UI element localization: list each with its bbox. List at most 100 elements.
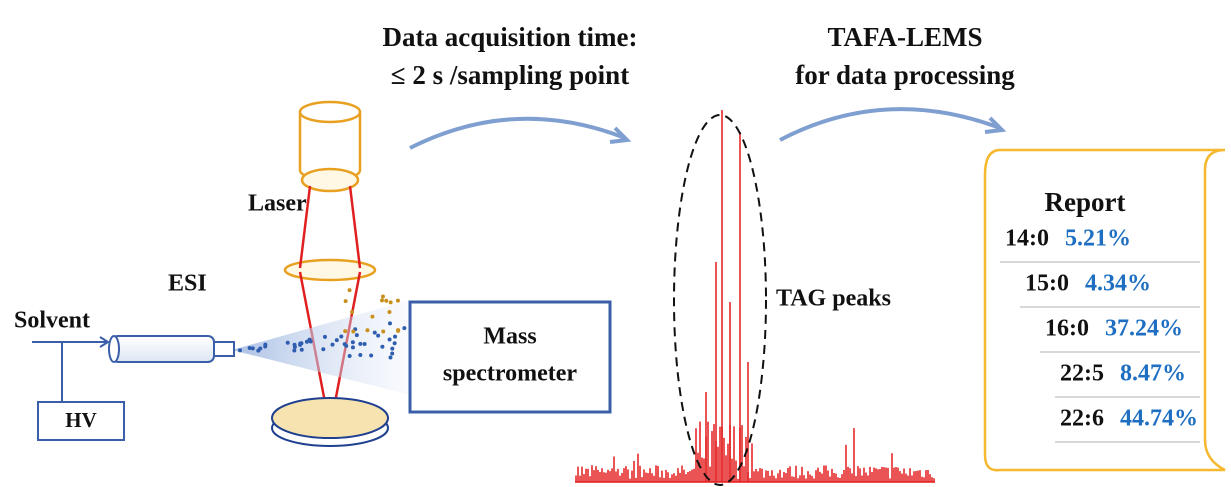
laser-label: Laser — [248, 191, 307, 217]
lens — [300, 167, 360, 193]
beam-line — [348, 185, 362, 269]
droplet — [396, 328, 401, 333]
droplet — [330, 342, 335, 347]
droplet — [388, 300, 393, 305]
droplet — [380, 298, 385, 303]
droplet — [387, 337, 392, 342]
hv-wiring — [32, 336, 125, 441]
droplet — [263, 342, 268, 347]
droplet — [390, 346, 395, 351]
caption: TAFA-LEMS — [828, 22, 983, 52]
dish — [271, 397, 389, 439]
laser-top — [298, 100, 362, 124]
fatty-acid: 14:0 — [1005, 226, 1049, 252]
arrow-head — [984, 116, 1007, 134]
droplet — [393, 334, 398, 339]
droplet — [350, 340, 355, 345]
esi-end — [108, 335, 120, 363]
droplet — [247, 345, 252, 350]
droplet — [370, 314, 375, 319]
droplet — [390, 351, 395, 356]
droplet — [339, 334, 344, 339]
droplet — [358, 341, 363, 346]
droplet — [392, 341, 397, 346]
droplet — [347, 354, 352, 359]
fatty-acid: 15:0 — [1025, 271, 1069, 297]
percent: 8.47% — [1120, 361, 1186, 387]
wire-arrow — [99, 336, 110, 348]
report-title: Report — [1045, 187, 1126, 217]
droplet — [342, 342, 347, 347]
esi-body — [111, 335, 215, 363]
droplet — [298, 342, 303, 347]
droplet — [292, 342, 297, 347]
droplet — [362, 341, 367, 346]
percent: 5.21% — [1065, 226, 1131, 252]
fatty-acid: 22:5 — [1060, 361, 1104, 387]
solvent-label: Solvent — [14, 308, 90, 334]
hv-box — [37, 401, 125, 441]
lens — [283, 258, 377, 282]
ms-box — [408, 300, 612, 414]
droplet — [365, 328, 370, 333]
tag-label: TAG peaks — [776, 286, 891, 312]
caption: ≤ 2 s /sampling point — [391, 60, 629, 90]
report-scroll — [983, 148, 1226, 472]
spectrum — [575, 110, 935, 483]
arrow-head — [609, 126, 632, 144]
droplet — [322, 334, 327, 339]
droplet — [292, 348, 297, 353]
droplet — [354, 333, 359, 338]
droplet — [343, 329, 348, 334]
arrow — [779, 107, 1001, 142]
droplet — [351, 329, 356, 334]
droplet — [381, 329, 386, 334]
droplet — [304, 339, 309, 344]
ms-label: spectrometer — [443, 361, 577, 387]
droplet — [256, 348, 261, 353]
droplet — [250, 346, 255, 351]
esi — [108, 335, 235, 363]
beam — [298, 185, 362, 419]
droplet — [343, 299, 348, 304]
arrow — [409, 116, 626, 150]
esi-nozzle — [213, 341, 235, 357]
droplet — [388, 355, 393, 360]
percent: 37.24% — [1105, 316, 1183, 342]
fatty-acid: 22:6 — [1060, 406, 1104, 432]
caption: Data acquisition time: — [383, 22, 638, 52]
droplet — [376, 333, 381, 338]
droplet — [350, 345, 355, 350]
droplet — [380, 344, 385, 349]
droplet — [395, 298, 400, 303]
hv-label: HV — [65, 408, 97, 432]
droplet — [321, 347, 326, 352]
droplet — [369, 353, 374, 358]
droplet — [384, 298, 389, 303]
droplet — [334, 338, 339, 343]
droplet — [380, 294, 385, 299]
droplet — [372, 330, 377, 335]
arrows — [409, 107, 1007, 150]
droplet — [350, 310, 355, 315]
droplet — [402, 326, 407, 331]
percent: 44.74% — [1120, 406, 1198, 432]
droplet — [238, 348, 243, 353]
percent: 4.34% — [1085, 271, 1151, 297]
droplet — [387, 310, 392, 315]
droplet — [299, 347, 304, 352]
ms-label: Mass — [483, 324, 536, 350]
droplet — [358, 353, 363, 358]
beam-line — [298, 185, 312, 269]
report-rows: 14:0 5.21% 15:0 4.34% 16:0 37.24%22:5 8.47% 22:… — [1000, 226, 1200, 443]
peak-highlight — [673, 114, 767, 486]
caption: for data processing — [795, 60, 1015, 90]
fatty-acid: 16:0 — [1045, 316, 1089, 342]
droplet — [347, 288, 352, 293]
laser — [283, 100, 377, 282]
droplet — [285, 340, 290, 345]
esi-label: ESI — [168, 271, 207, 297]
spray — [232, 300, 410, 395]
droplet — [387, 321, 392, 326]
